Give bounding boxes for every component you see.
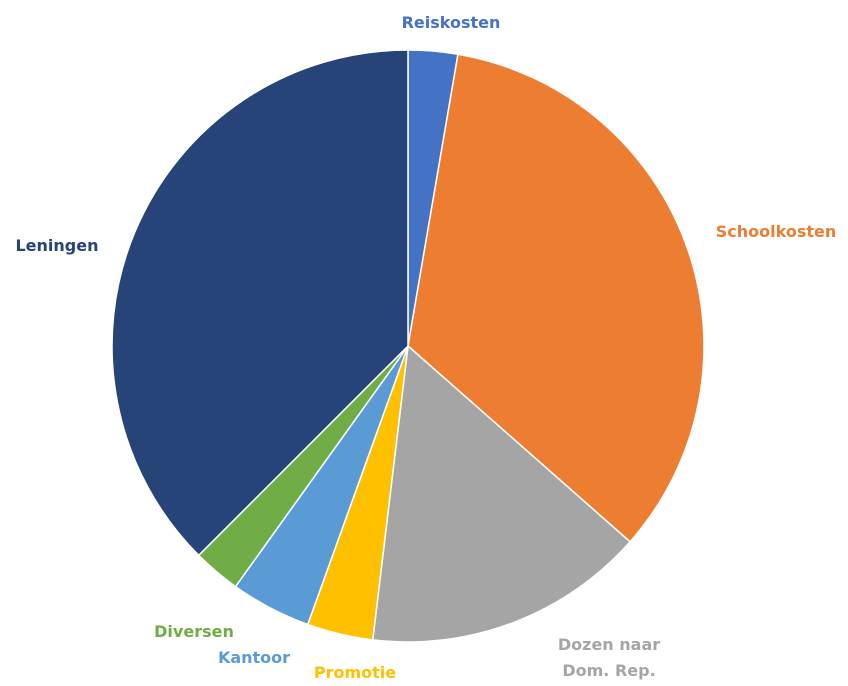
pie-labels: Reiskosten Schoolkosten Dozen naar Dom. Rep… [15,13,836,682]
slice-label-kantoor: Kantoor [218,648,290,667]
slice-label-schoolkosten: Schoolkosten [716,222,836,241]
pie-slice-schoolkosten [407,53,705,543]
pie-slice-leningen [111,49,409,557]
pie-slice-dozen-naar-dom-rep [372,345,631,643]
slice-label-dozen-naar-dom-rep: Dozen naar Dom. Rep. [558,635,660,680]
pie-slices [111,49,705,643]
slice-label-leningen: Leningen [15,236,98,255]
slice-label-diversen: Diversen [154,622,234,641]
slice-label-promotie: Promotie [314,663,396,682]
slice-label-reiskosten: Reiskosten [402,13,501,32]
